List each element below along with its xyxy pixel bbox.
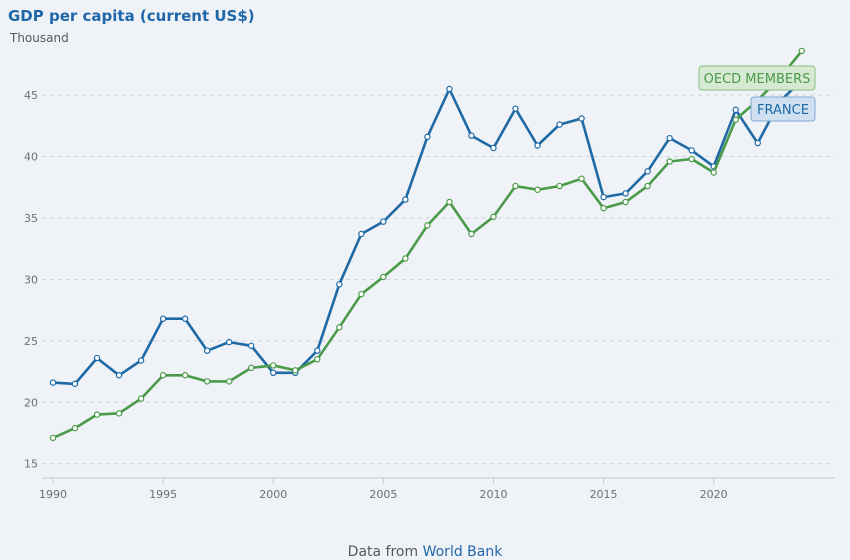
data-point xyxy=(137,357,145,364)
data-point xyxy=(512,182,519,190)
series-france xyxy=(49,77,805,388)
data-point xyxy=(380,273,387,281)
series-oecd-members xyxy=(49,47,805,442)
data-point xyxy=(600,204,607,212)
data-point xyxy=(380,218,387,225)
data-point xyxy=(710,169,717,176)
data-point xyxy=(754,139,761,147)
data-point xyxy=(688,147,695,154)
data-point xyxy=(93,354,101,362)
series-end-label: FRANCE xyxy=(750,96,816,122)
y-tick-label: 45 xyxy=(24,89,38,102)
x-tick-label: 2015 xyxy=(590,488,618,501)
data-point xyxy=(446,85,453,93)
data-point xyxy=(512,105,519,112)
data-point xyxy=(181,372,189,379)
data-point xyxy=(798,47,805,55)
data-point xyxy=(248,364,255,372)
y-tick-label: 15 xyxy=(24,458,38,471)
x-tick-label: 1995 xyxy=(149,488,177,501)
data-point xyxy=(225,378,233,385)
data-point xyxy=(688,155,695,163)
data-point xyxy=(181,315,189,322)
data-point xyxy=(644,182,651,190)
data-point xyxy=(159,372,167,379)
data-point xyxy=(115,372,123,379)
y-tick-label: 25 xyxy=(24,335,38,348)
y-tick-label: 20 xyxy=(24,396,38,409)
data-point xyxy=(115,410,123,417)
data-point xyxy=(314,356,321,363)
y-tick-label: 30 xyxy=(24,273,38,286)
data-point xyxy=(732,106,739,114)
data-point xyxy=(622,190,629,197)
x-tick-label: 2000 xyxy=(259,488,287,501)
source-prefix: Data from xyxy=(347,544,419,560)
data-point xyxy=(534,142,541,149)
data-point xyxy=(490,144,497,152)
chart-title: GDP per capita (current US$) xyxy=(8,7,255,25)
data-point xyxy=(292,367,299,374)
y-unit-label: Thousand xyxy=(10,31,69,45)
data-point xyxy=(578,175,585,182)
series-label-text: OECD MEMBERS xyxy=(704,72,811,87)
y-tick-label: 35 xyxy=(24,212,38,225)
data-point xyxy=(93,411,101,418)
series-label-box xyxy=(698,65,816,91)
source-link[interactable]: World Bank xyxy=(422,544,503,560)
x-tick-label: 2020 xyxy=(700,488,728,501)
data-point xyxy=(336,324,343,331)
data-point xyxy=(490,213,497,220)
data-point xyxy=(203,378,211,385)
x-tick-label: 2010 xyxy=(479,488,507,501)
data-point xyxy=(600,193,607,201)
data-point xyxy=(666,158,673,165)
data-point xyxy=(402,196,409,203)
series-line xyxy=(52,79,803,386)
data-point xyxy=(225,338,233,346)
x-tick-label: 1990 xyxy=(39,488,67,501)
data-point xyxy=(534,186,541,193)
data-point xyxy=(468,230,475,238)
data-point xyxy=(270,362,277,369)
x-tick-label: 2005 xyxy=(369,488,397,501)
data-point xyxy=(159,315,167,322)
data-point xyxy=(644,168,651,175)
data-point xyxy=(358,230,365,238)
data-point xyxy=(248,342,255,349)
series-end-label: OECD MEMBERS xyxy=(698,65,816,91)
data-point xyxy=(556,121,563,128)
data-point xyxy=(578,115,585,122)
data-point xyxy=(402,255,409,262)
data-point xyxy=(556,182,563,190)
series-line xyxy=(52,50,803,440)
series-label-box xyxy=(750,96,816,122)
data-point xyxy=(49,379,57,386)
data-point xyxy=(137,395,145,402)
data-point xyxy=(424,222,431,229)
data-point xyxy=(49,434,57,442)
y-tick-label: 40 xyxy=(24,151,38,164)
data-point xyxy=(732,116,739,123)
data-point xyxy=(270,369,277,376)
data-point xyxy=(203,347,211,354)
data-point xyxy=(424,133,431,141)
data-point xyxy=(446,198,453,206)
data-point xyxy=(336,281,343,288)
data-point xyxy=(71,424,79,432)
source-footer: Data from World Bank xyxy=(0,544,850,560)
data-point xyxy=(622,198,629,206)
line-chart: 15 20 25 30 35 40 45 1990 1995 2000 2005 2010 2015 20… xyxy=(24,47,835,501)
data-point xyxy=(666,134,673,142)
data-point xyxy=(314,347,321,354)
data-point xyxy=(71,380,79,388)
series-label-text: FRANCE xyxy=(757,103,809,118)
data-point xyxy=(358,290,365,298)
data-point xyxy=(468,132,475,139)
